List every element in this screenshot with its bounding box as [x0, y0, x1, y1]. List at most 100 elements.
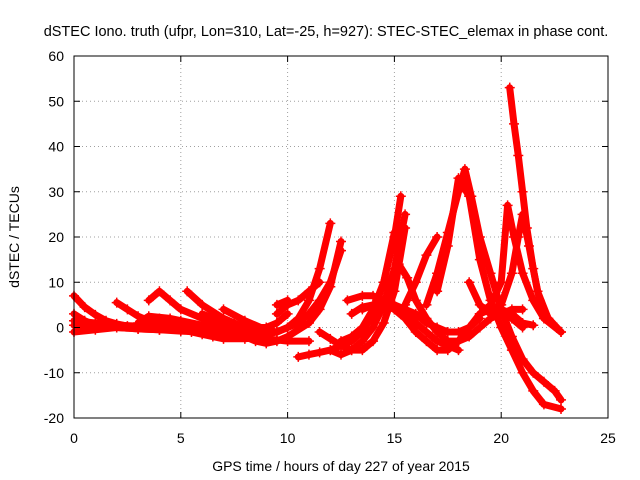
data-point — [432, 336, 443, 347]
data-point — [421, 250, 432, 261]
data-point — [368, 290, 379, 301]
data-point — [549, 385, 560, 396]
data-point — [459, 164, 470, 175]
data-point — [464, 277, 475, 288]
data-point — [432, 345, 443, 356]
data-point — [421, 327, 432, 338]
data-point — [314, 295, 325, 306]
series-27 — [421, 164, 567, 405]
data-point — [474, 254, 485, 265]
data-point — [410, 277, 421, 288]
data-point — [402, 272, 413, 283]
data-point — [261, 329, 272, 340]
y-axis-label: dSTEC / TECUs — [6, 186, 22, 288]
data-point — [464, 331, 475, 342]
x-tick-label: 15 — [387, 430, 403, 446]
data-point — [378, 295, 389, 306]
data-point — [218, 304, 229, 315]
data-point — [538, 399, 549, 410]
data-point — [432, 232, 443, 242]
data-point — [282, 295, 293, 306]
data-point — [111, 297, 122, 308]
data-point — [528, 367, 539, 378]
data-point — [517, 304, 528, 315]
data-point — [368, 322, 379, 333]
series-26 — [400, 232, 443, 310]
axis-ticks: 0 5 10 15 20 25 -20 -10 0 10 20 30 40 50 60 — [44, 48, 616, 446]
data-point — [556, 327, 567, 338]
series-32 — [504, 82, 562, 333]
data-point — [314, 277, 325, 288]
data-point — [122, 304, 133, 315]
data-point — [182, 286, 193, 297]
data-point — [513, 232, 524, 242]
data-point — [346, 331, 357, 342]
data-point — [346, 308, 357, 319]
data-point — [154, 313, 165, 324]
data-point — [517, 367, 528, 378]
data-point — [175, 304, 186, 315]
data-point — [271, 336, 282, 347]
data-point — [303, 349, 314, 360]
y-tick-label: 50 — [48, 93, 64, 109]
y-tick-label: 20 — [48, 229, 64, 245]
data-point — [271, 308, 282, 319]
data-point — [90, 321, 101, 332]
data-point — [282, 322, 293, 333]
data-point — [485, 268, 496, 279]
data-point — [400, 313, 411, 324]
data-point — [389, 304, 400, 315]
data-point — [357, 345, 368, 356]
data-point — [239, 315, 250, 326]
x-axis-label: GPS time / hours of day 227 of year 2015 — [212, 458, 470, 474]
data-point — [506, 345, 517, 356]
data-point — [509, 118, 520, 129]
data-point — [551, 322, 562, 333]
data-point — [389, 232, 400, 242]
data-point — [400, 209, 411, 220]
data-point — [442, 336, 453, 347]
data-point — [303, 336, 314, 347]
data-point — [421, 299, 432, 310]
x-tick-label: 20 — [493, 430, 509, 446]
data-point — [506, 308, 517, 319]
data-point — [432, 286, 443, 297]
data-point — [143, 295, 154, 306]
x-tick-label: 5 — [177, 430, 185, 446]
data-point — [528, 263, 539, 274]
y-tick-label: -10 — [44, 365, 64, 381]
data-point — [474, 308, 485, 319]
data-point — [389, 286, 400, 297]
data-point — [336, 245, 346, 256]
data-point — [357, 304, 368, 315]
data-point — [154, 286, 165, 297]
data-point — [250, 329, 261, 340]
data-point — [421, 313, 432, 324]
data-point — [442, 345, 453, 356]
data-point — [442, 241, 453, 252]
data-point — [485, 313, 496, 324]
data-point — [218, 317, 229, 328]
data-point — [293, 351, 304, 362]
data-point — [421, 336, 432, 347]
data-point — [165, 320, 176, 331]
data-point — [197, 329, 208, 340]
data-point — [432, 327, 443, 338]
data-point — [165, 295, 176, 306]
data-point — [528, 385, 539, 396]
data-point — [207, 331, 218, 342]
data-point — [496, 277, 507, 288]
data-point — [175, 324, 186, 335]
data-point — [400, 299, 411, 310]
data-point — [453, 345, 464, 356]
data-point — [442, 327, 453, 338]
data-point — [410, 295, 421, 306]
data-point — [111, 322, 122, 333]
series-33 — [485, 299, 539, 331]
data-point — [197, 299, 208, 310]
data-point — [556, 403, 567, 414]
data-point — [282, 331, 293, 342]
data-point — [378, 277, 389, 288]
